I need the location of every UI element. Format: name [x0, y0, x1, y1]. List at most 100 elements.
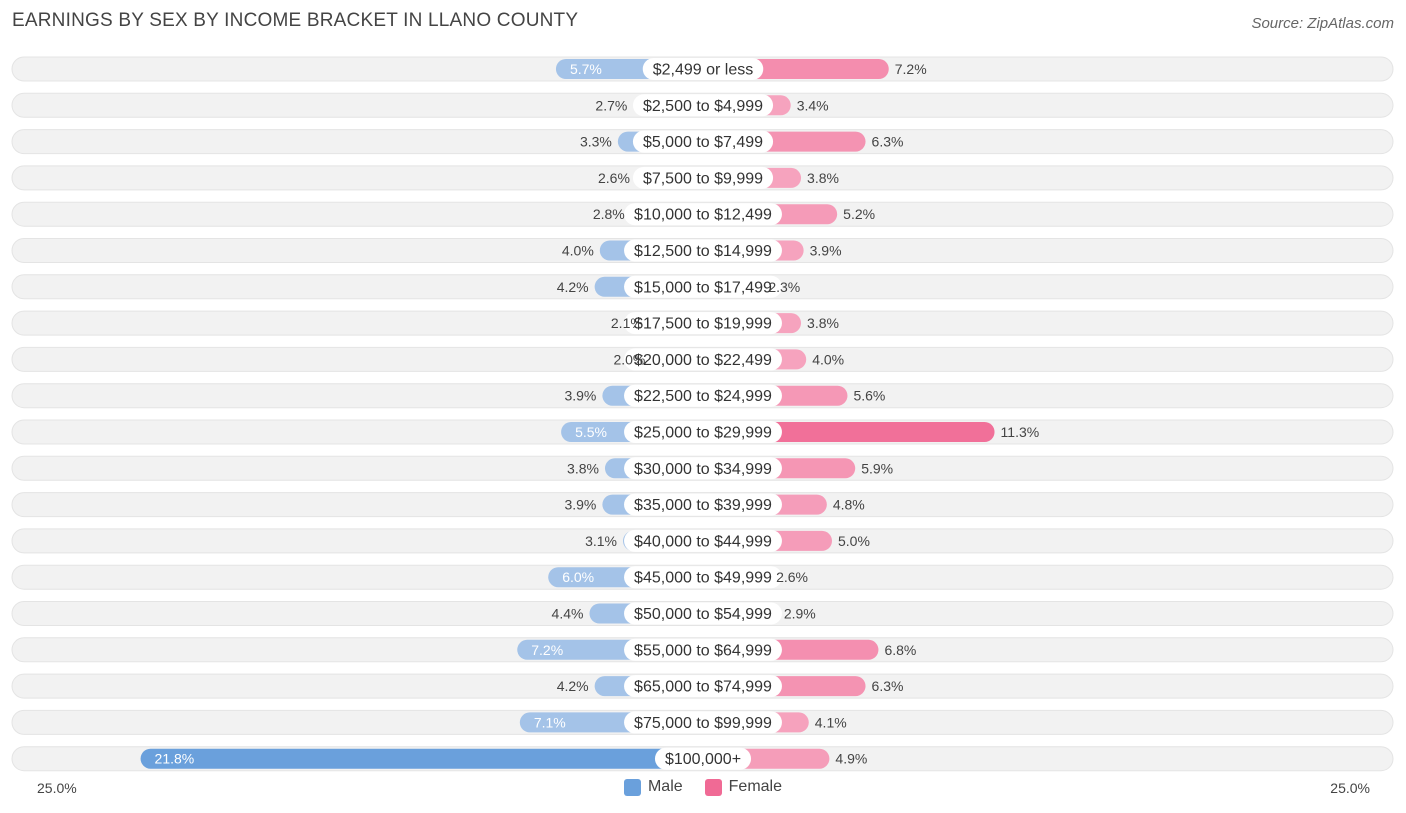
- category-pill: [624, 638, 782, 661]
- value-label-female: 2.9%: [784, 606, 816, 622]
- category-label: $7,500 to $9,999: [643, 170, 763, 187]
- value-label-male: 2.8%: [593, 206, 625, 222]
- value-label-female: 4.9%: [835, 751, 867, 767]
- chart-title: EARNINGS BY SEX BY INCOME BRACKET IN LLA…: [12, 10, 579, 31]
- category-pill: [624, 348, 782, 371]
- category-label: $10,000 to $12,499: [634, 207, 772, 224]
- category-pill: [624, 675, 782, 698]
- value-label-male: 7.2%: [531, 642, 563, 658]
- chart-row: $35,000 to $39,999 3.9% 4.8%: [11, 492, 1394, 518]
- value-label-male: 4.2%: [557, 678, 589, 694]
- value-label-male: 4.2%: [557, 279, 589, 295]
- chart-row: $100,000+ 21.8% 4.9%: [11, 746, 1394, 772]
- category-label: $55,000 to $64,999: [634, 642, 772, 659]
- chart-row: $7,500 to $9,999 2.6% 3.8%: [11, 165, 1394, 191]
- chart-row: $2,500 to $4,999 2.7% 3.4%: [11, 92, 1394, 118]
- value-label-male: 2.0%: [613, 351, 645, 367]
- chart-row: $30,000 to $34,999 3.8% 5.9%: [11, 455, 1394, 481]
- chart-row: $55,000 to $64,999 7.2% 6.8%: [11, 637, 1394, 663]
- chart-row: $2,499 or less 5.7% 7.2%: [11, 56, 1394, 82]
- chart-row: $25,000 to $29,999 5.5% 11.3%: [11, 419, 1394, 445]
- chart-row: $10,000 to $12,499 2.8% 5.2%: [11, 201, 1394, 227]
- value-label-female: 3.4%: [797, 97, 829, 113]
- value-label-female: 5.6%: [853, 388, 885, 404]
- category-label: $2,499 or less: [653, 62, 754, 79]
- value-label-male: 3.9%: [564, 497, 596, 513]
- legend-label-female: Female: [728, 778, 783, 795]
- category-pill: [624, 566, 782, 589]
- value-label-female: 3.8%: [807, 315, 839, 331]
- value-label-male: 3.8%: [567, 460, 599, 476]
- category-pill: [654, 747, 752, 770]
- category-label: $20,000 to $22,499: [634, 352, 772, 369]
- value-label-female: 3.9%: [810, 243, 842, 259]
- category-pill: [624, 275, 782, 298]
- category-label: $40,000 to $44,999: [634, 533, 772, 550]
- category-pill: [632, 94, 774, 117]
- chart-row: $50,000 to $54,999 4.4% 2.9%: [11, 601, 1394, 626]
- category-label: $35,000 to $39,999: [634, 497, 772, 514]
- value-label-female: 3.8%: [807, 170, 839, 186]
- legend-item-female[interactable]: Female: [704, 778, 783, 796]
- category-pill: [624, 493, 782, 516]
- category-pill: [624, 602, 782, 625]
- value-label-female: 2.3%: [768, 279, 800, 295]
- value-label-male: 2.6%: [598, 170, 630, 186]
- value-label-female: 6.8%: [884, 642, 916, 658]
- category-label: $17,500 to $19,999: [634, 316, 772, 333]
- chart-row: $12,500 to $14,999 4.0% 3.9%: [11, 238, 1394, 263]
- value-label-female: 4.8%: [833, 497, 865, 513]
- category-pill: [624, 312, 782, 335]
- value-label-female: 5.0%: [838, 533, 870, 549]
- value-label-female: 2.6%: [776, 569, 808, 585]
- chart-row: $15,000 to $17,499 4.2% 2.3%: [11, 274, 1394, 300]
- category-label: $65,000 to $74,999: [634, 679, 772, 696]
- legend: Male Female: [0, 778, 1406, 796]
- chart-source: Source: ZipAtlas.com: [1251, 15, 1394, 32]
- bar-male[interactable]: [140, 748, 703, 769]
- category-label: $5,000 to $7,499: [643, 134, 763, 151]
- category-pill: [632, 130, 774, 153]
- category-pill: [624, 711, 782, 734]
- category-label: $12,500 to $14,999: [634, 243, 772, 260]
- category-label: $100,000+: [665, 751, 741, 768]
- legend-item-male[interactable]: Male: [623, 778, 683, 796]
- category-label: $45,000 to $49,999: [634, 570, 772, 587]
- value-label-male: 6.0%: [562, 569, 594, 585]
- chart-row: $5,000 to $7,499 3.3% 6.3%: [11, 129, 1394, 155]
- category-pill: [624, 421, 782, 443]
- value-label-female: 5.2%: [843, 206, 875, 222]
- chart-row: $40,000 to $44,999 3.1% 5.0%: [11, 528, 1394, 554]
- value-label-male: 3.9%: [564, 388, 596, 404]
- chart-row: $45,000 to $49,999 6.0% 2.6%: [11, 564, 1394, 590]
- value-label-male: 21.8%: [155, 751, 195, 767]
- value-label-male: 5.5%: [575, 424, 607, 440]
- category-pill: [632, 166, 774, 189]
- value-label-male: 4.0%: [562, 243, 594, 259]
- value-label-male: 3.1%: [585, 533, 617, 549]
- category-label: $25,000 to $29,999: [634, 425, 772, 442]
- value-label-male: 3.3%: [580, 134, 612, 150]
- value-label-male: 7.1%: [534, 714, 566, 730]
- category-pill: [624, 529, 782, 552]
- value-label-male: 2.1%: [611, 315, 643, 331]
- value-label-female: 6.3%: [872, 134, 904, 150]
- category-pill: [642, 58, 764, 80]
- axis-label-right: 25.0%: [1330, 780, 1370, 796]
- category-pill: [624, 457, 782, 480]
- legend-swatch-female: [704, 778, 722, 796]
- category-label: $15,000 to $17,499: [634, 279, 772, 296]
- axis-label-left: 25.0%: [37, 780, 77, 796]
- chart-row: $75,000 to $99,999 7.1% 4.1%: [11, 709, 1394, 735]
- category-pill: [624, 384, 782, 407]
- category-label: $22,500 to $24,999: [634, 388, 772, 405]
- value-label-female: 4.1%: [815, 714, 847, 730]
- value-label-male: 4.4%: [552, 606, 584, 622]
- category-pill: [624, 203, 782, 226]
- value-label-female: 5.9%: [861, 460, 893, 476]
- legend-label-male: Male: [647, 778, 683, 795]
- value-label-female: 4.0%: [812, 351, 844, 367]
